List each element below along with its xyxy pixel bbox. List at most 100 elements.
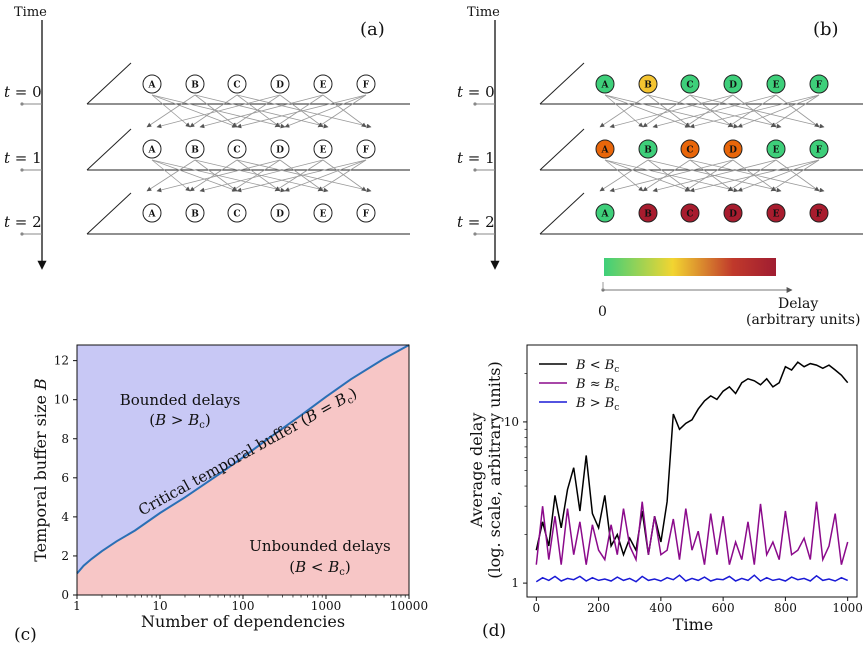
panel-a: Time (a) t = 0 t = 1 t = 2 A B C D E F A B C D E F A B C D E F [4, 5, 410, 270]
node-c [680, 74, 700, 94]
node-label: E [320, 146, 327, 156]
node-label: C [233, 81, 240, 91]
dependency-arrow [199, 94, 324, 129]
dependency-arrow [317, 159, 367, 192]
dependency-arrow [231, 159, 281, 192]
x-tick-label: 800 [774, 601, 797, 615]
node-f [356, 139, 376, 159]
x-tick-label: 200 [587, 601, 610, 615]
panel-d: 0 200 400 600 800 1000 1 10 B < Bc B ≈ Bc B > B… [467, 344, 863, 641]
dependency-arrow [689, 159, 734, 192]
dependency-arrow [684, 159, 734, 192]
dependency-arrow [236, 94, 281, 128]
dependency-arrow [156, 159, 281, 193]
node-label: D [729, 210, 737, 220]
dependency-arrow [737, 159, 820, 192]
node-label: D [729, 146, 737, 156]
node-a [142, 74, 162, 94]
legend-label-3: B > Bc [575, 396, 619, 413]
node-label: B [191, 210, 199, 220]
node-c [680, 139, 700, 159]
y-axis-sublabel: (log. scale, arbitrary units) [485, 361, 504, 578]
node-e [313, 74, 333, 94]
time-step-dot [20, 232, 24, 236]
node-b [185, 203, 205, 223]
panel-label: (b) [813, 19, 839, 40]
colorbar-zero-label: 0 [598, 304, 607, 320]
dependency-arrow [146, 94, 196, 128]
dependency-arrow [194, 94, 238, 128]
dependency-arrow [770, 159, 820, 192]
node-f [809, 74, 829, 94]
time-step-label: t = 1 [4, 149, 42, 167]
node-label: A [601, 210, 610, 220]
time-plane-edge [539, 192, 585, 235]
node-d [723, 203, 743, 223]
node-b [185, 74, 205, 94]
node-a [595, 74, 615, 94]
y-tick-label: 6 [61, 471, 69, 485]
node-a [142, 203, 162, 223]
time-step-label: t = 0 [4, 83, 42, 101]
node-label: B [191, 81, 199, 91]
unbounded-label: Unbounded delays [249, 537, 391, 555]
dependency-arrow [156, 94, 281, 129]
dependency-arrow [599, 94, 649, 128]
series-line-3 [535, 574, 848, 583]
node-label: A [148, 81, 157, 91]
x-axis-label: Time [673, 615, 713, 634]
series-line-1 [535, 361, 849, 558]
bounded-region [77, 345, 409, 574]
panel-b: Time (b) t = 0 t = 1 t = 2 A B C D E F A B C D E F A B C D E F [457, 5, 863, 270]
colorbar-axis-sublabel: (arbitrary units) [746, 312, 860, 328]
dependency-arrow [609, 159, 734, 193]
node-b [638, 203, 658, 223]
dependency-arrow [642, 159, 691, 192]
time-step-label: t = 2 [4, 213, 42, 231]
dependency-arrow [322, 94, 367, 128]
node-label: E [773, 81, 780, 91]
time-step-label: t = 0 [457, 83, 495, 101]
node-label: E [773, 146, 780, 156]
time-plane-edge [539, 62, 585, 105]
panel-label: (a) [360, 19, 385, 40]
node-e [766, 139, 786, 159]
axes-frame [526, 344, 858, 598]
node-c [680, 203, 700, 223]
legend-label-1: B < Bc [575, 358, 619, 375]
time-step-dot [20, 102, 24, 106]
time-step-dot [473, 168, 477, 172]
dependency-arrow [652, 94, 777, 129]
time-plane-edge [86, 62, 132, 105]
node-label: D [276, 146, 284, 156]
y-tick-label: 0 [61, 588, 69, 602]
dependency-arrow [151, 159, 238, 192]
dependency-arrow [652, 159, 777, 193]
dependency-arrow [775, 159, 820, 192]
dependency-arrow [236, 159, 281, 192]
x-tick-label: 10 [152, 599, 167, 613]
node-e [766, 74, 786, 94]
node-d [270, 203, 290, 223]
bounded-sublabel: (B > Bc) [149, 411, 211, 431]
dependency-arrow [727, 159, 777, 192]
x-tick-label: 1000 [832, 601, 863, 615]
legend: B < Bc B ≈ Bc B > Bc [539, 358, 619, 413]
dependency-arrow [770, 94, 820, 128]
node-label: C [233, 146, 240, 156]
node-label: C [686, 146, 693, 156]
x-axis-label: Number of dependencies [141, 612, 345, 631]
time-step-dot [20, 168, 24, 172]
series-lines [535, 361, 849, 583]
dependency-arrow [317, 94, 367, 128]
dependency-arrow [189, 94, 238, 128]
y-tick-label: 1 [511, 576, 519, 590]
node-d [723, 139, 743, 159]
x-tick-label: 0 [533, 601, 541, 615]
node-label: C [686, 210, 693, 220]
node-label: F [816, 146, 823, 156]
node-label: E [320, 210, 327, 220]
unbounded-sublabel: (B < Bc) [289, 558, 351, 578]
time-step-label: t = 1 [457, 149, 495, 167]
dependency-arrow [727, 94, 777, 128]
